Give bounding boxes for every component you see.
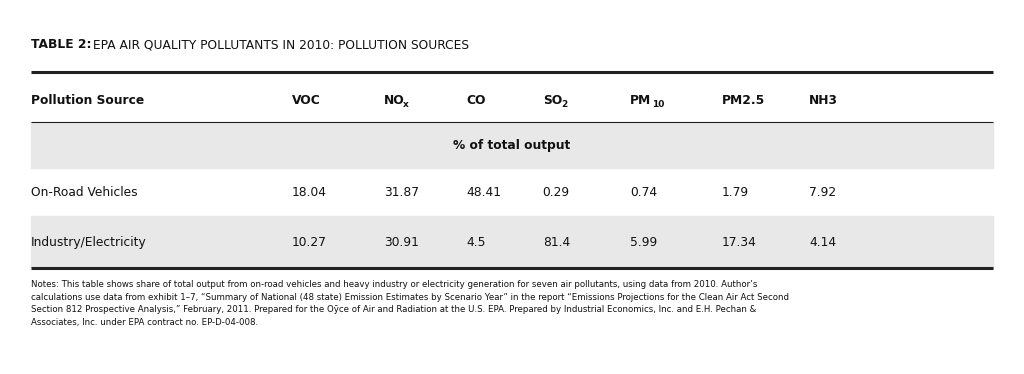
- Text: 7.92: 7.92: [809, 186, 836, 199]
- Text: x: x: [403, 99, 409, 108]
- Bar: [31, 122, 993, 168]
- Text: Pollution Source: Pollution Source: [31, 94, 144, 107]
- Bar: [31, 216, 993, 268]
- Text: NH3: NH3: [809, 94, 838, 107]
- Text: 48.41: 48.41: [466, 186, 501, 199]
- Text: NO: NO: [384, 94, 404, 107]
- Text: 1.79: 1.79: [722, 186, 749, 199]
- Text: PM: PM: [630, 94, 651, 107]
- Text: 0.74: 0.74: [630, 186, 656, 199]
- Text: 0.29: 0.29: [543, 186, 569, 199]
- Text: 5.99: 5.99: [630, 236, 657, 248]
- Text: 17.34: 17.34: [722, 236, 757, 248]
- Text: % of total output: % of total output: [454, 138, 570, 151]
- Text: SO: SO: [543, 94, 562, 107]
- Text: EPA AIR QUALITY POLLUTANTS IN 2010: POLLUTION SOURCES: EPA AIR QUALITY POLLUTANTS IN 2010: POLL…: [89, 38, 469, 51]
- Text: 30.91: 30.91: [384, 236, 419, 248]
- Text: 10: 10: [651, 99, 665, 108]
- Text: TABLE 2:: TABLE 2:: [31, 38, 91, 51]
- Text: 2: 2: [562, 99, 568, 108]
- Text: 18.04: 18.04: [292, 186, 327, 199]
- Text: CO: CO: [466, 94, 485, 107]
- Text: Industry/Electricity: Industry/Electricity: [31, 236, 146, 248]
- Text: VOC: VOC: [292, 94, 321, 107]
- Text: 4.14: 4.14: [809, 236, 836, 248]
- Text: 4.5: 4.5: [466, 236, 485, 248]
- Text: On-Road Vehicles: On-Road Vehicles: [31, 186, 137, 199]
- Text: Notes: This table shows share of total output from on-road vehicles and heavy in: Notes: This table shows share of total o…: [31, 280, 788, 327]
- Text: 81.4: 81.4: [543, 236, 570, 248]
- Text: 10.27: 10.27: [292, 236, 327, 248]
- Text: 31.87: 31.87: [384, 186, 419, 199]
- Text: PM2.5: PM2.5: [722, 94, 765, 107]
